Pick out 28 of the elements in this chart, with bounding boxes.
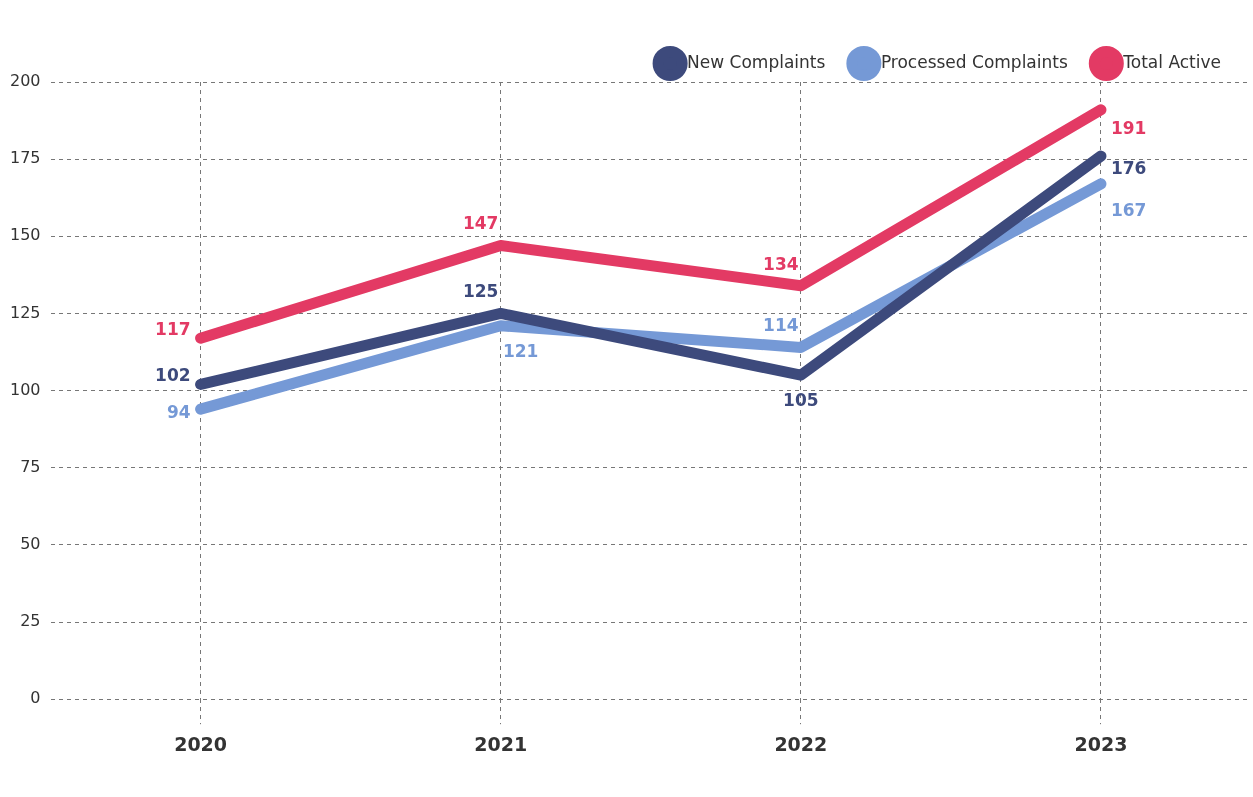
legend-label: Total Active xyxy=(1122,51,1222,72)
legend-label: Processed Complaints xyxy=(880,51,1068,72)
data-label: 167 xyxy=(1110,200,1147,221)
data-label: 176 xyxy=(1110,158,1147,179)
y-tick-label: 25 xyxy=(20,611,41,631)
y-tick-label: 0 xyxy=(30,688,41,708)
data-label: 117 xyxy=(155,318,191,339)
x-tick-label: 2020 xyxy=(174,732,228,755)
y-tick-label: 175 xyxy=(9,148,41,168)
y-tick-label: 75 xyxy=(20,456,41,476)
y-tick-label: 50 xyxy=(20,534,41,554)
y-tick-label: 150 xyxy=(9,225,41,245)
data-label: 147 xyxy=(462,213,499,234)
data-label: 191 xyxy=(1110,118,1147,139)
data-label: 102 xyxy=(155,364,191,385)
legend-label: New Complaints xyxy=(687,51,826,72)
data-label: 105 xyxy=(783,390,819,411)
data-label: 125 xyxy=(462,281,499,302)
y-tick-label: 200 xyxy=(9,71,41,91)
y-tick-label: 125 xyxy=(9,302,41,322)
data-label: 121 xyxy=(502,340,539,361)
x-tick-label: 2021 xyxy=(474,732,528,755)
y-tick-label: 100 xyxy=(9,379,41,399)
data-label: 94 xyxy=(166,401,191,422)
data-label: 114 xyxy=(763,315,799,336)
data-label: 134 xyxy=(763,253,799,274)
x-tick-label: 2022 xyxy=(774,732,828,755)
x-tick-label: 2023 xyxy=(1074,732,1128,755)
